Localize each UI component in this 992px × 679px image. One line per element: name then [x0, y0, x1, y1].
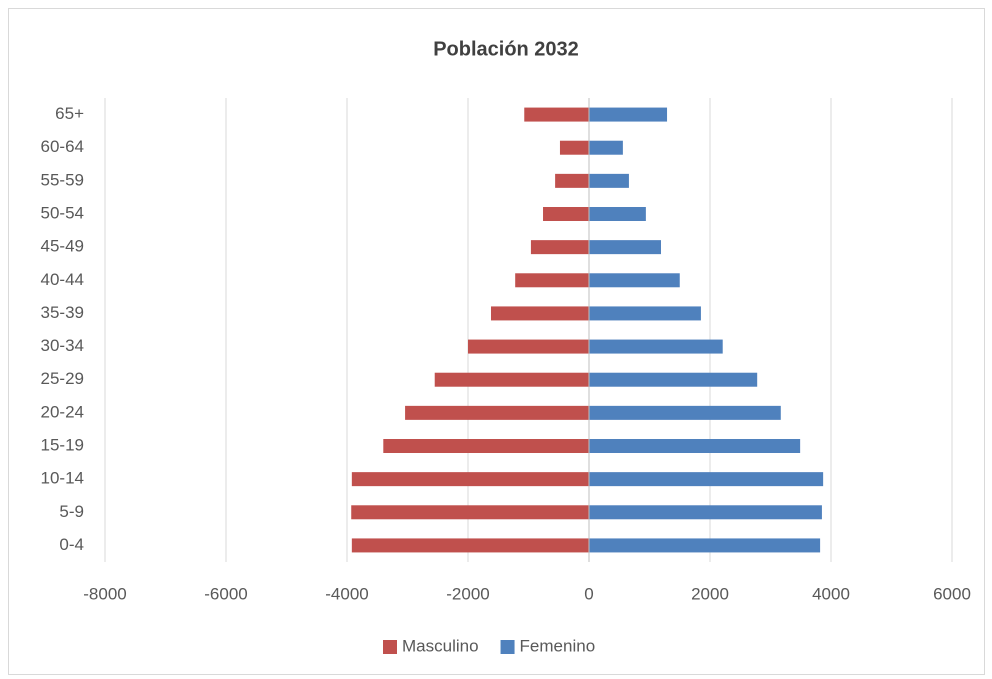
y-tick-label: 15-19 — [41, 435, 84, 454]
bar — [589, 240, 661, 255]
bar — [589, 439, 801, 453]
chart-title: Población 2032 — [433, 38, 579, 60]
legend-label: Masculino — [402, 636, 479, 655]
bar — [559, 140, 589, 155]
bar — [555, 173, 589, 188]
bar — [383, 439, 589, 453]
x-tick-label: -2000 — [446, 584, 489, 603]
bar — [589, 140, 623, 155]
x-tick-label: 2000 — [691, 584, 729, 603]
bar — [589, 472, 824, 487]
y-tick-label: 30-34 — [41, 336, 84, 355]
x-tick-label: 6000 — [933, 584, 971, 603]
bar — [589, 107, 668, 122]
bar — [351, 538, 589, 553]
bar — [515, 273, 589, 288]
bar — [589, 505, 822, 520]
x-tick-label: 4000 — [812, 584, 850, 603]
y-tick-label: 55-59 — [41, 170, 84, 189]
x-tick-label: -8000 — [83, 584, 126, 603]
bar — [543, 207, 589, 221]
legend-swatch — [500, 640, 515, 654]
bar — [589, 306, 701, 321]
y-tick-label: 50-54 — [41, 203, 84, 222]
bar — [589, 372, 758, 387]
y-tick-label: 0-4 — [59, 535, 84, 554]
bar — [589, 405, 781, 420]
bar — [589, 207, 646, 221]
y-tick-label: 20-24 — [41, 402, 84, 421]
bar — [468, 339, 589, 354]
bar — [530, 240, 589, 255]
y-tick-label: 10-14 — [41, 469, 84, 488]
x-tick-label: -6000 — [204, 584, 247, 603]
y-tick-label: 5-9 — [59, 502, 84, 521]
y-tick-label: 60-64 — [41, 137, 84, 156]
y-tick-label: 65+ — [55, 104, 84, 123]
bar — [524, 107, 589, 122]
bar — [589, 173, 629, 188]
bar — [589, 273, 680, 288]
bar — [589, 538, 821, 553]
legend-label: Femenino — [520, 636, 596, 655]
bar — [351, 505, 589, 520]
y-tick-label: 35-39 — [41, 303, 84, 322]
x-tick-label: -4000 — [325, 584, 368, 603]
bar — [405, 405, 589, 420]
bar — [434, 372, 589, 387]
y-tick-label: 40-44 — [41, 270, 84, 289]
bar — [589, 339, 723, 354]
y-tick-label: 45-49 — [41, 237, 84, 256]
x-tick-label: 0 — [584, 584, 593, 603]
legend-swatch — [383, 640, 397, 654]
bar — [351, 472, 589, 487]
bar — [490, 306, 589, 321]
y-tick-label: 25-29 — [41, 369, 84, 388]
